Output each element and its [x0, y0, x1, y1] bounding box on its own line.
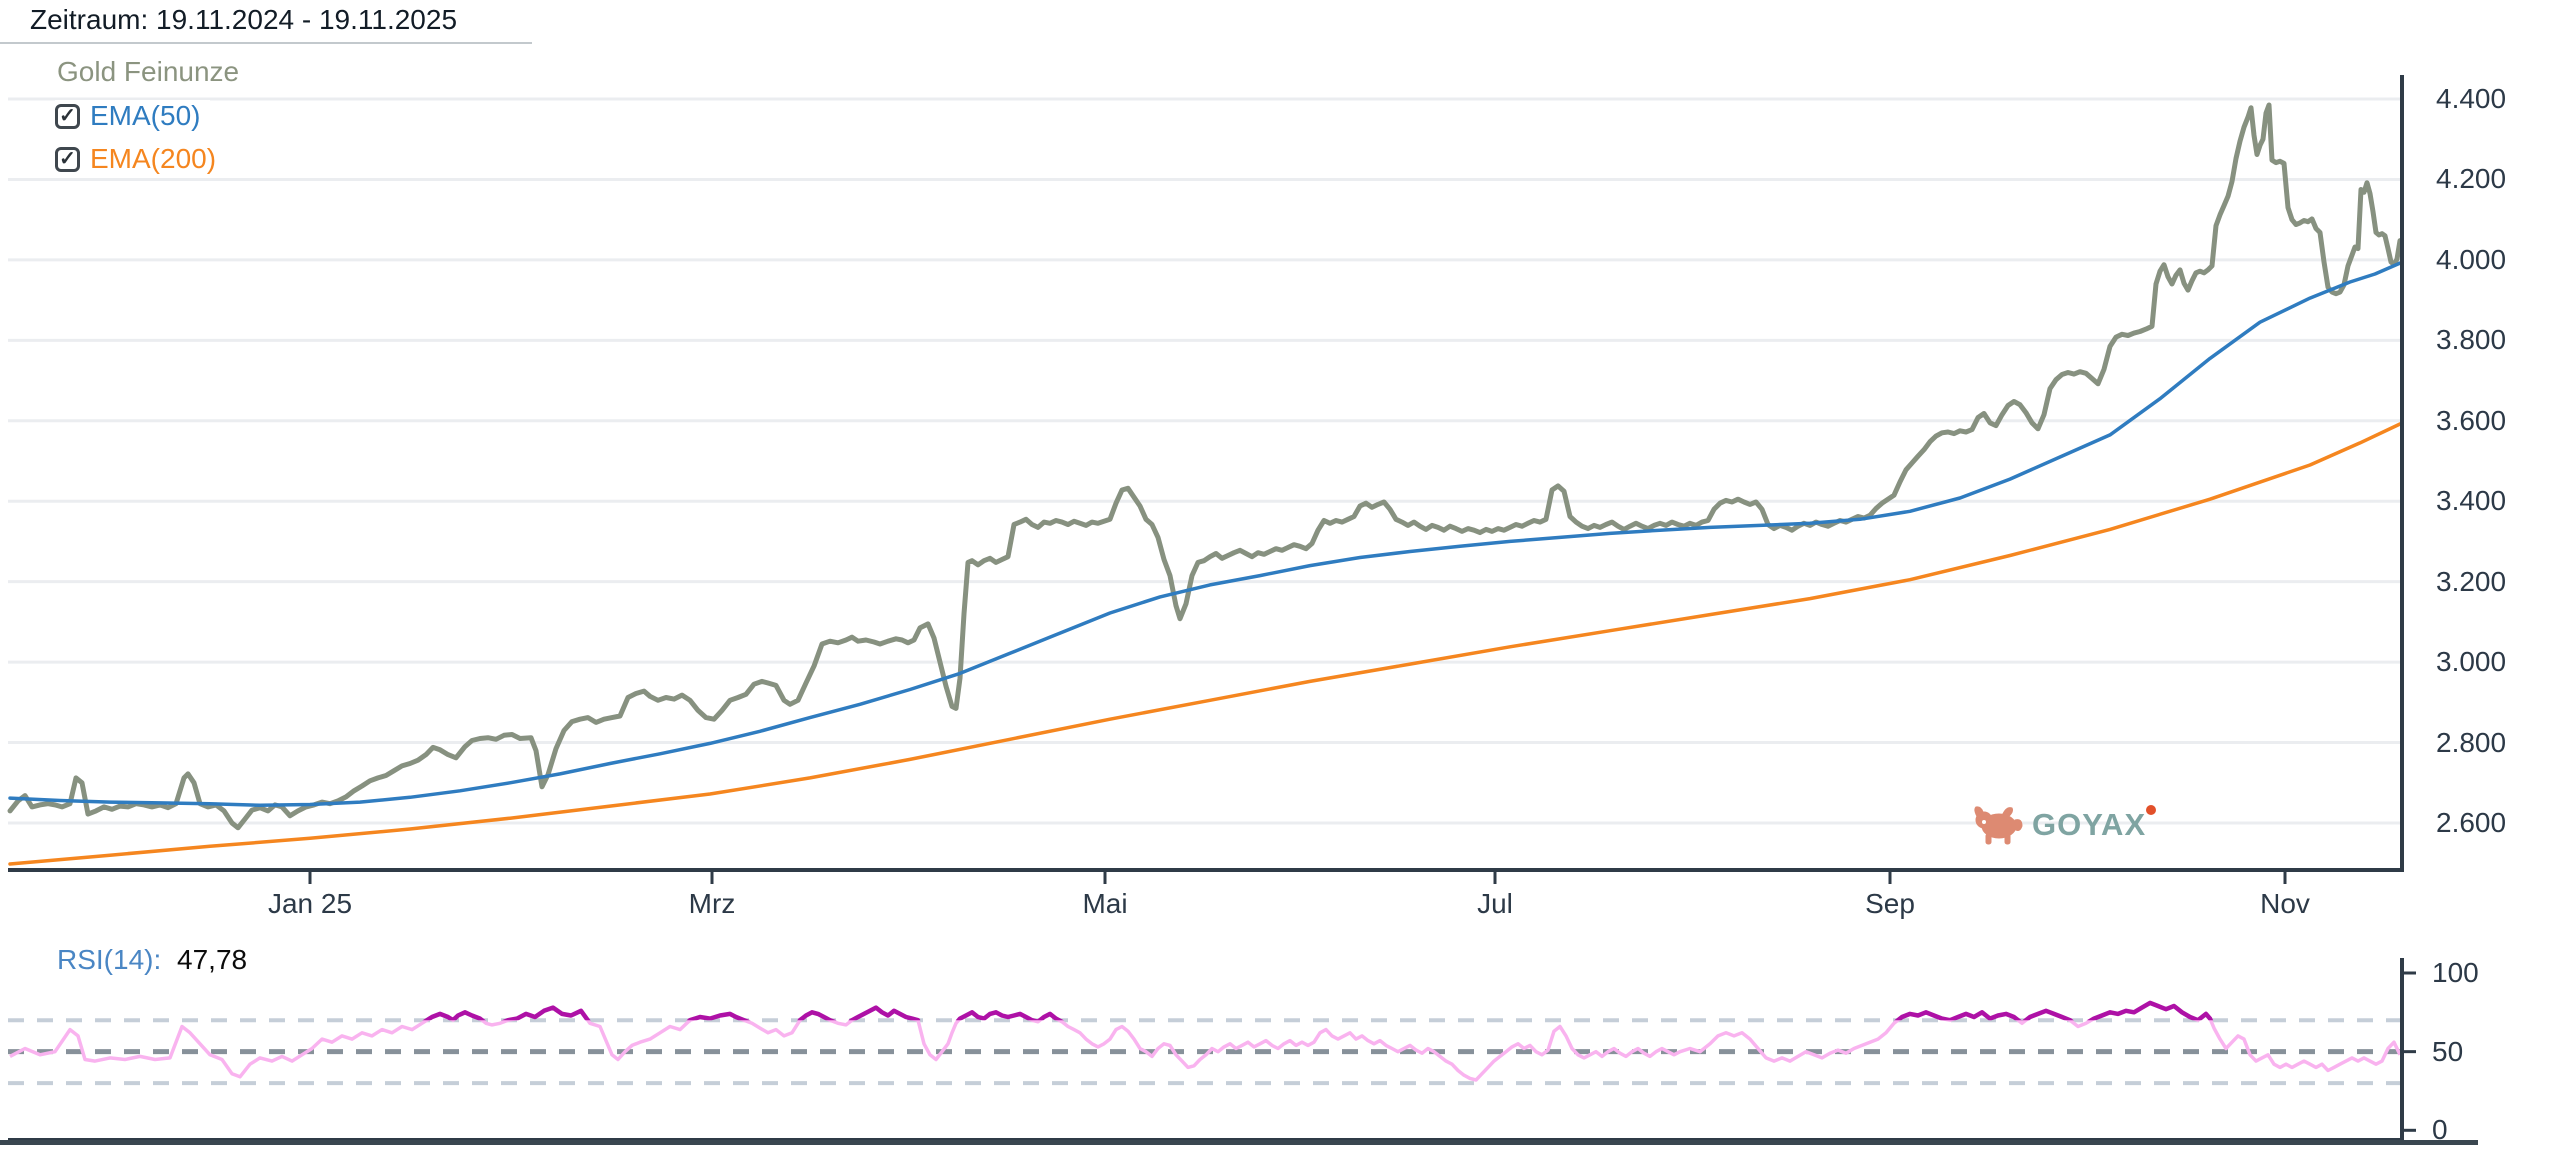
- rsi-axis-tick-label: 0: [2432, 1114, 2448, 1146]
- x-axis-tick-label: Nov: [2260, 888, 2310, 919]
- x-axis-tick-label: Mai: [1082, 888, 1128, 919]
- goyax-bull-icon: [1974, 806, 2023, 845]
- ema50-checkbox[interactable]: ✓: [55, 103, 80, 129]
- x-axis-tick-label: Sep: [1865, 888, 1915, 919]
- ema200-label: EMA(200): [90, 143, 217, 174]
- panel-bottom-border: [0, 1140, 2478, 1145]
- goyax-dot-icon: [2146, 805, 2157, 815]
- legend-item-ema50: ✓ EMA(50): [55, 100, 211, 132]
- main-axis-frame: [8, 75, 2404, 872]
- series-ema-50-: [8, 261, 2402, 808]
- goyax-watermark: GOYAX: [1972, 804, 2157, 846]
- rsi-axis-frame: [8, 958, 2404, 1142]
- x-axis-tick-label: Jan 25: [267, 888, 353, 919]
- y-axis-tick-label: 2.800: [2436, 726, 2507, 758]
- legend-item-ema200: ✓ EMA(200): [55, 143, 227, 175]
- y-axis-tick-label: 4.000: [2436, 243, 2507, 275]
- chart-title: Gold Feinunze: [57, 56, 248, 88]
- y-axis-tick-label: 3.400: [2436, 485, 2507, 517]
- y-axis-tick-label: 3.600: [2436, 404, 2507, 436]
- y-axis-tick-label: 4.400: [2436, 83, 2507, 114]
- y-axis-tick-label: 3.000: [2436, 646, 2507, 678]
- x-axis-tick-label: Mrz: [688, 888, 736, 919]
- y-axis-tick-label: 3.800: [2436, 324, 2507, 356]
- y-axis-tick-label: 2.600: [2436, 806, 2507, 838]
- series-gold-feinunze: [7, 102, 2403, 831]
- rsi-line-overbought: [422, 1000, 2214, 1021]
- rsi-axis-tick-label: 50: [2432, 1035, 2464, 1067]
- rsi-current-value: 47,78: [177, 944, 248, 975]
- ema50-label: EMA(50): [90, 100, 201, 131]
- rsi-axis-tick-label: 100: [2432, 957, 2479, 988]
- ema200-checkbox[interactable]: ✓: [55, 146, 80, 172]
- series-ema-200-: [8, 422, 2402, 866]
- period-header: Zeitraum: 19.11.2024 - 19.11.2025: [0, 0, 532, 44]
- rsi-header: RSI(14): 47,78: [57, 944, 247, 976]
- x-axis-tick-label: Jul: [1477, 888, 1513, 919]
- goyax-brand-text: GOYAX: [2032, 805, 2157, 843]
- rsi-indicator-label: RSI(14):: [57, 944, 162, 975]
- y-axis-tick-label: 3.200: [2436, 565, 2507, 597]
- y-axis-tick-label: 4.200: [2436, 163, 2507, 195]
